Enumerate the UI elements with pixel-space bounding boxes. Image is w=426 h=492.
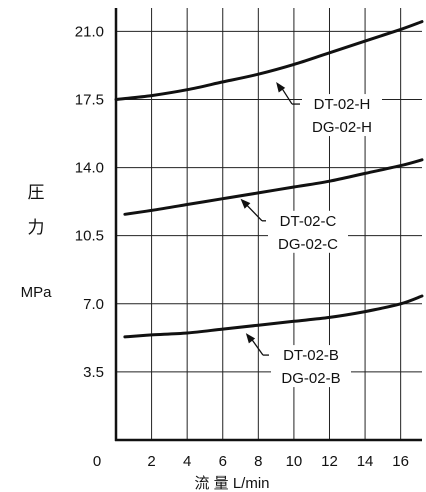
y-tick-label: 21.0 bbox=[75, 23, 104, 40]
series-label: DT-02-H bbox=[314, 96, 371, 113]
leader-line bbox=[280, 86, 293, 105]
leader-line bbox=[245, 203, 263, 222]
y-axis-label-char: 力 bbox=[28, 218, 45, 238]
x-tick-label: 10 bbox=[286, 453, 303, 470]
series-label: DT-02-C bbox=[280, 213, 337, 230]
x-tick-label: 12 bbox=[321, 453, 338, 470]
x-tick-label: 8 bbox=[254, 453, 262, 470]
series-label-backing bbox=[302, 94, 382, 137]
axes bbox=[114, 8, 422, 442]
y-tick-label: 17.5 bbox=[75, 91, 104, 108]
series bbox=[114, 20, 424, 339]
series-label-alt: DG-02-H bbox=[312, 119, 372, 136]
series-line-dt-02-h bbox=[114, 20, 424, 101]
x-tick-label: 2 bbox=[147, 453, 155, 470]
series-leader: DT-02-B DG-02-B bbox=[245, 333, 351, 388]
labels: 2 4 6 8 10 12 14 16 3.5 7.0 10.5 14.0 17.5 21.0 0 圧力 MPa… bbox=[21, 23, 409, 492]
y-axis-unit: MPa bbox=[21, 284, 53, 301]
x-tick-label: 4 bbox=[183, 453, 191, 470]
x-tick-label: 16 bbox=[392, 453, 409, 470]
y-tick-label: 10.5 bbox=[75, 228, 104, 245]
series-line-dt-02-b bbox=[123, 294, 424, 339]
y-tick-label: 14.0 bbox=[75, 160, 104, 177]
x-tick-label: 6 bbox=[219, 453, 227, 470]
series-label: DT-02-B bbox=[283, 347, 339, 364]
x-tick-label: 14 bbox=[357, 453, 374, 470]
leader-arrowhead bbox=[240, 198, 251, 209]
series-label-alt: DG-02-C bbox=[278, 236, 338, 253]
y-tick-label: 7.0 bbox=[83, 296, 104, 313]
y-tick-label: 3.5 bbox=[83, 364, 104, 381]
leader-line bbox=[250, 337, 264, 356]
series-label-backing bbox=[268, 210, 348, 253]
y-axis-label-char: 圧 bbox=[28, 183, 45, 203]
x-axis-label: 流 量 L/min bbox=[194, 475, 269, 492]
leader-arrowhead bbox=[245, 333, 256, 344]
series-label-alt: DG-02-B bbox=[281, 370, 340, 387]
series-line-dt-02-c bbox=[123, 158, 424, 216]
origin-label: 0 bbox=[93, 453, 101, 470]
leader-arrowhead bbox=[276, 82, 286, 93]
series-label-backing bbox=[271, 345, 351, 388]
series-leader: DT-02-H DG-02-H bbox=[276, 82, 382, 137]
series-leader: DT-02-C DG-02-C bbox=[240, 198, 348, 253]
